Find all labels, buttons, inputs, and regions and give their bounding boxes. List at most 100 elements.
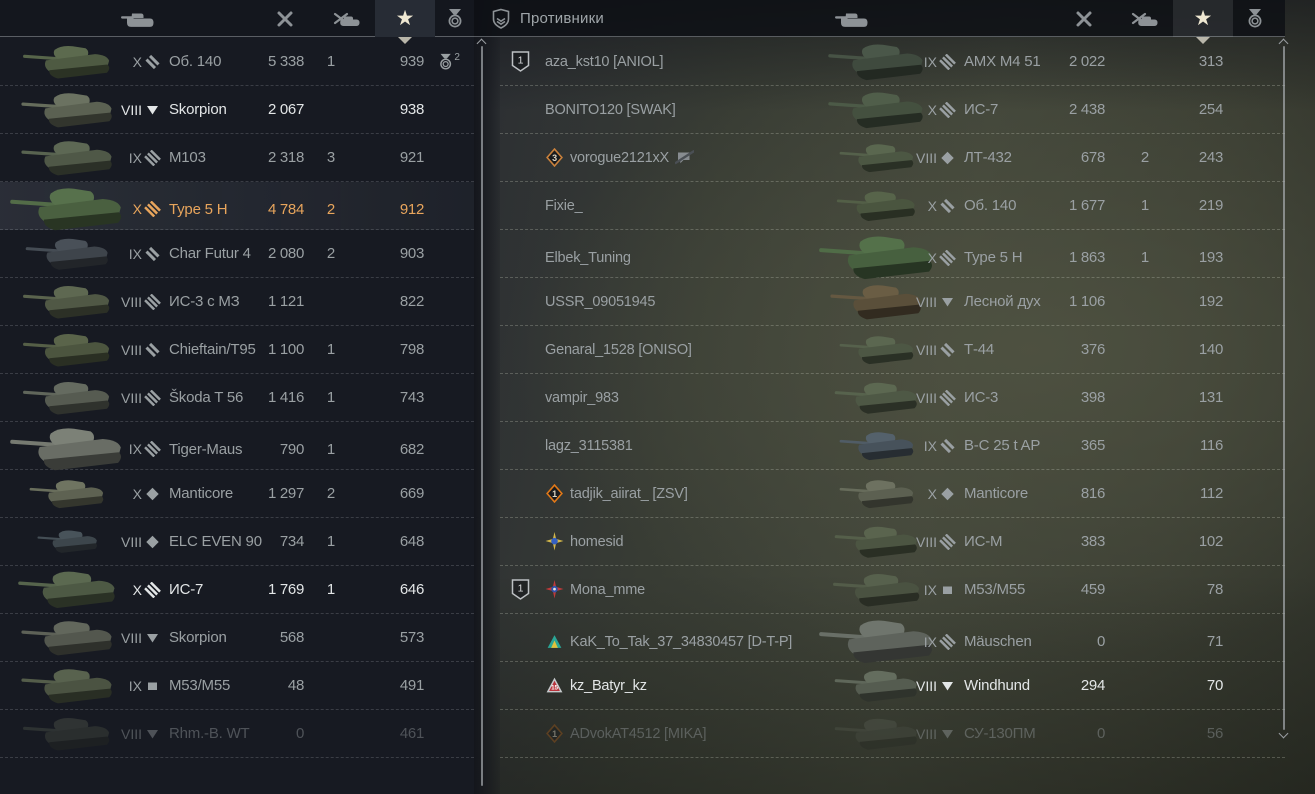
player-name[interactable]: aza_kst10 [ANIOL] <box>545 53 664 70</box>
class-icon-heavy <box>938 101 956 118</box>
tank-name: M53/M55 <box>169 677 231 694</box>
enemy-row[interactable]: Elbek_Tuning X Type 5 H 1 863 1 193 <box>500 230 1285 280</box>
ally-row[interactable]: X ИС-7 1 769 1 646 <box>0 566 474 614</box>
xp-column-icon[interactable]: ★ <box>395 7 415 30</box>
ally-row[interactable]: IX M103 2 318 3 921 <box>0 134 474 182</box>
player-name[interactable]: Genaral_1528 [ONISO] <box>545 341 692 358</box>
frags-column-icon[interactable] <box>1126 0 1162 37</box>
damage-column-icon[interactable] <box>270 0 300 37</box>
player-name[interactable]: USSR_09051945 <box>545 293 656 310</box>
tank-image <box>23 717 110 751</box>
ally-row[interactable]: VIII ELC EVEN 90 734 1 648 <box>0 518 474 566</box>
enemy-row[interactable]: vampir_983 VIII ИС-3 398 131 <box>500 374 1285 422</box>
ally-row[interactable]: X Об. 140 5 338 1 939 2 <box>0 38 474 86</box>
enemy-row[interactable]: lagz_3115381 IX B-C 25 t AP 365 116 <box>500 422 1285 470</box>
class-icon-medium <box>144 342 160 357</box>
damage-value: 1 769 <box>267 581 304 598</box>
damage-value: 4 784 <box>267 200 304 218</box>
enemies-scrollbar[interactable] <box>1279 38 1289 738</box>
enemy-row[interactable]: 1 aza_kst10 [ANIOL] IX AMX M4 51 2 022 313 <box>500 38 1285 86</box>
ally-row[interactable]: VIII Skorpion 2 067 938 <box>0 86 474 134</box>
enemy-row[interactable]: 1 tadjik_aiirat_ [ZSV] X Manticore 816 112 <box>500 470 1285 518</box>
damage-value: 1 863 <box>1068 249 1105 266</box>
damage-value: 459 <box>1080 581 1105 598</box>
class-icon-medium <box>144 54 160 69</box>
frags-column-icon[interactable] <box>328 0 364 37</box>
tank-image <box>828 43 923 80</box>
player-name[interactable]: 15 kz_Batyr_kz <box>540 676 840 695</box>
ally-row[interactable]: VIII ИС-3 с МЗ 1 121 822 <box>0 278 474 326</box>
damage-value: 48 <box>287 677 304 694</box>
allies-panel: ★ X Об. 140 5 338 1 939 2 VIII Skorpion 2 067 9… <box>0 0 474 794</box>
ally-row[interactable]: VIII Skorpion 568 573 <box>0 614 474 662</box>
scroll-up-icon[interactable] <box>478 38 485 45</box>
player-name[interactable]: Mona_mme <box>540 580 840 599</box>
tank-column-icon[interactable] <box>826 0 876 37</box>
ally-row[interactable]: IX Char Futur 4 2 080 2 903 <box>0 230 474 278</box>
enemy-row[interactable]: 15 kz_Batyr_kz VIII Windhund 294 70 <box>500 662 1285 710</box>
tier-label: X <box>132 485 142 502</box>
enemy-row[interactable]: BONITO120 [SWAK] X ИС-7 2 438 254 <box>500 86 1285 134</box>
ally-row[interactable]: IX Tiger-Maus 790 1 682 <box>0 422 474 471</box>
player-name[interactable]: lagz_3115381 <box>545 437 633 454</box>
enemy-row[interactable]: 1 ADvokAT4512 [MIKA] VIII СУ-130ПМ 0 56 <box>500 710 1285 758</box>
frags-value: 1 <box>326 53 336 70</box>
ally-row[interactable]: IX M53/M55 48 491 <box>0 662 474 710</box>
ally-row[interactable]: X Type 5 H 4 784 2 912 <box>0 182 474 231</box>
frags-value: 3 <box>326 149 336 166</box>
player-name[interactable]: homesid <box>540 532 840 551</box>
scrollbar-track[interactable] <box>481 46 483 786</box>
player-name[interactable]: 1 tadjik_aiirat_ [ZSV] <box>540 484 840 503</box>
enemy-row[interactable]: 1 Mona_mme IX M53/M55 459 78 <box>500 566 1285 614</box>
clan-emblem <box>547 635 562 648</box>
medals-column-icon[interactable] <box>1240 0 1270 37</box>
player-name[interactable]: 3 vorogue2121xX <box>540 148 840 167</box>
class-icon-td <box>146 729 158 738</box>
tier-label: IX <box>128 677 142 694</box>
damage-column-icon[interactable] <box>1069 0 1099 37</box>
player-name[interactable]: Elbek_Tuning <box>545 249 631 266</box>
tier-label: VIII <box>120 629 142 646</box>
medals-column-icon[interactable] <box>440 0 470 37</box>
tank-name: Škoda T 56 <box>169 389 244 406</box>
clan-emblem: 1 <box>546 484 563 503</box>
ally-row[interactable]: VIII Rhm.-B. WT 0 461 <box>0 710 474 758</box>
ally-row[interactable]: X Manticore 1 297 2 669 <box>0 470 474 518</box>
enemy-row[interactable]: Fixie_ X Об. 140 1 677 1 219 <box>500 182 1285 230</box>
xp-value: 743 <box>399 389 424 406</box>
class-icon-spg <box>942 586 952 594</box>
xp-value: 78 <box>1206 581 1223 598</box>
scrollbar-track[interactable] <box>1283 46 1285 730</box>
frags-value: 1 <box>326 533 336 550</box>
tier-label: VIII <box>915 149 937 166</box>
player-name[interactable]: 1 ADvokAT4512 [MIKA] <box>540 724 840 743</box>
class-icon-td <box>941 729 953 738</box>
enemy-row[interactable]: Genaral_1528 [ONISO] VIII Т-44 376 140 <box>500 326 1285 374</box>
enemy-row[interactable]: homesid VIII ИС-М 383 102 <box>500 518 1285 566</box>
tank-image <box>832 573 919 607</box>
xp-column-icon[interactable]: ★ <box>1193 7 1213 30</box>
xp-value: 646 <box>399 581 424 598</box>
enemy-row[interactable]: USSR_09051945 VIII Лесной дух 1 106 192 <box>500 278 1285 326</box>
enemy-row[interactable]: 3 vorogue2121xX VIII ЛТ-432 678 2 243 <box>500 134 1285 182</box>
scroll-down-icon[interactable] <box>1280 731 1287 738</box>
xp-value: 903 <box>399 245 424 262</box>
tank-name: Chieftain/T95 <box>169 341 256 358</box>
xp-value: 140 <box>1198 341 1223 358</box>
tank-image <box>839 431 913 460</box>
tank-image <box>29 479 104 508</box>
frags-value: 1 <box>326 389 336 406</box>
ally-row[interactable]: VIII Škoda T 56 1 416 1 743 <box>0 374 474 422</box>
tank-name: ИС-7 <box>964 101 999 118</box>
enemy-row[interactable]: KaK_To_Tak_37_34830457 [D-T-P] IX Mäusche… <box>500 614 1285 664</box>
tank-name: СУ-130ПМ <box>964 725 1036 742</box>
ally-row[interactable]: VIII Chieftain/T95 1 100 1 798 <box>0 326 474 374</box>
player-name[interactable]: KaK_To_Tak_37_34830457 [D-T-P] <box>540 632 840 651</box>
scroll-up-icon[interactable] <box>1280 38 1287 45</box>
class-icon-medium <box>144 246 160 261</box>
allies-scrollbar[interactable] <box>477 38 487 794</box>
tank-column-icon[interactable] <box>112 0 162 37</box>
player-name[interactable]: vampir_983 <box>545 389 619 406</box>
player-name[interactable]: Fixie_ <box>545 197 583 214</box>
player-name[interactable]: BONITO120 [SWAK] <box>545 101 676 118</box>
